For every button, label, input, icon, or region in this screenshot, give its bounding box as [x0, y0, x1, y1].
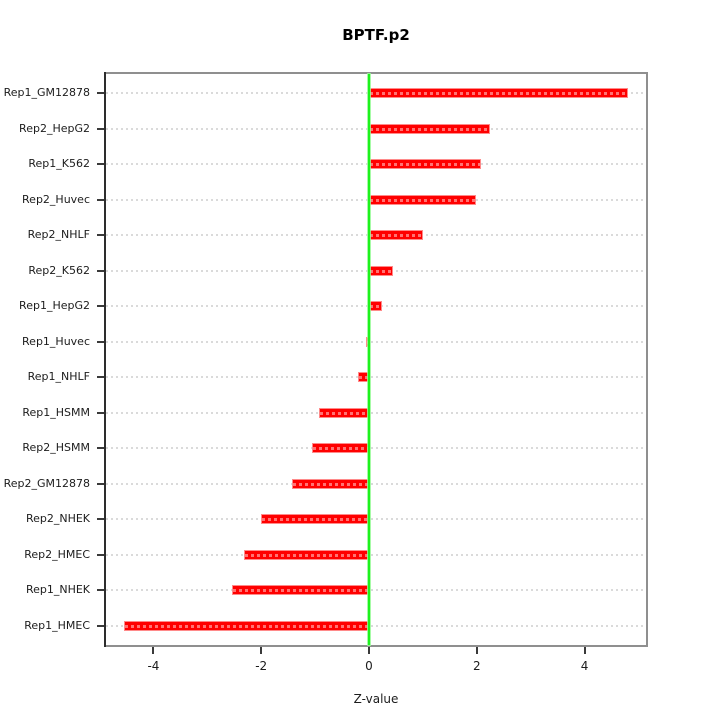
y-axis-tick — [97, 411, 104, 414]
y-axis-label-Rep2_NHEK: Rep2_NHEK — [25, 512, 90, 525]
y-axis-label-Rep1_Huvec: Rep1_Huvec — [22, 334, 90, 348]
bar-dash-pattern — [369, 305, 382, 308]
y-axis-tick — [97, 553, 104, 556]
gridline — [106, 589, 646, 591]
x-axis-tick — [475, 647, 478, 654]
bar-Rep1_HepG2 — [368, 301, 383, 311]
bar-Rep1_GM12878 — [368, 88, 628, 98]
y-axis-label-Rep1_HepG2: Rep1_HepG2 — [19, 299, 90, 312]
y-axis-tick — [97, 447, 104, 449]
y-axis-tick — [97, 234, 104, 236]
x-axis-tick-label-4: 4 — [580, 659, 589, 673]
bar-dash-pattern — [244, 553, 368, 557]
bar-Rep1_K562 — [368, 159, 481, 169]
bar-dash-pattern — [369, 234, 422, 237]
gridline — [106, 340, 646, 343]
x-axis-tick-label-2: 2 — [472, 659, 481, 673]
bar-Rep1_HMEC — [123, 620, 369, 631]
bar-dash-pattern — [369, 127, 490, 131]
bar-Rep2_Huvec — [368, 194, 476, 205]
chart-title: BPTF.p2 — [342, 26, 410, 44]
gridline — [106, 411, 646, 414]
bar-Rep2_HMEC — [243, 549, 369, 560]
x-axis-tick-label--4: -4 — [147, 659, 160, 673]
y-axis-tick — [97, 376, 104, 378]
y-axis-tick — [97, 624, 104, 627]
y-axis-tick — [97, 127, 104, 130]
y-axis-label-Rep1_NHEK: Rep1_NHEK — [25, 583, 90, 596]
x-axis-tick-label--2: -2 — [255, 659, 268, 673]
x-axis-tick — [583, 647, 586, 654]
gridline — [106, 447, 646, 449]
bar-dash-pattern — [233, 589, 368, 592]
y-axis-label-Rep1_GM12878: Rep1_GM12878 — [3, 86, 90, 99]
bar-Rep2_NHEK — [261, 514, 369, 524]
bar-dash-pattern — [369, 92, 627, 95]
y-axis-label-Rep2_HSMM: Rep2_HSMM — [22, 441, 90, 454]
bar-dash-pattern — [369, 163, 480, 166]
y-axis-label-Rep1_NHLF: Rep1_NHLF — [27, 370, 90, 383]
y-axis-tick — [97, 163, 104, 165]
x-axis-title: Z-value — [353, 692, 399, 706]
bar-dash-pattern — [369, 269, 393, 273]
y-axis-tick — [97, 518, 104, 520]
y-axis-tick — [97, 305, 104, 307]
bar-dash-pattern — [313, 447, 368, 450]
x-axis-tick-label-0: 0 — [365, 659, 373, 673]
y-axis-tick — [97, 340, 104, 343]
y-axis-tick — [97, 482, 104, 485]
bar-Rep2_K562 — [368, 265, 394, 276]
x-axis-tick — [152, 647, 155, 654]
bar-Rep2_HSMM — [312, 443, 369, 453]
y-axis-line — [104, 72, 106, 647]
y-axis-tick — [97, 269, 104, 272]
y-axis-label-Rep2_HepG2: Rep2_HepG2 — [19, 121, 90, 135]
gridline — [106, 518, 646, 520]
zero-reference-line — [367, 74, 370, 645]
bar-dash-pattern — [320, 411, 368, 415]
y-axis-label-Rep2_HMEC: Rep2_HMEC — [24, 547, 90, 561]
bar-dash-pattern — [367, 340, 368, 344]
bar-dash-pattern — [359, 376, 368, 379]
gridline — [106, 482, 646, 485]
gridline — [106, 624, 646, 627]
y-axis-label-Rep1_K562: Rep1_K562 — [28, 157, 90, 170]
y-axis-label-Rep1_HSMM: Rep1_HSMM — [22, 405, 90, 419]
y-axis-label-Rep2_K562: Rep2_K562 — [28, 263, 90, 277]
y-axis-label-Rep1_HMEC: Rep1_HMEC — [24, 618, 90, 632]
gridline — [106, 376, 646, 378]
bar-dash-pattern — [369, 198, 475, 202]
bar-Rep2_NHLF — [368, 230, 423, 240]
bar-dash-pattern — [293, 482, 368, 486]
bar-Rep1_HSMM — [319, 407, 369, 418]
y-axis-tick — [97, 589, 104, 591]
bar-dash-pattern — [262, 518, 368, 521]
y-axis-label-Rep2_GM12878: Rep2_GM12878 — [3, 476, 90, 490]
x-axis-tick — [367, 647, 370, 654]
y-axis-tick — [97, 198, 104, 201]
y-axis-tick — [97, 92, 104, 94]
bar-dash-pattern — [124, 624, 368, 628]
gridline — [106, 553, 646, 556]
y-axis-label-Rep2_Huvec: Rep2_Huvec — [22, 192, 90, 206]
x-axis-tick — [260, 647, 263, 654]
bar-Rep2_HepG2 — [368, 123, 491, 134]
y-axis-label-Rep2_NHLF: Rep2_NHLF — [27, 228, 90, 241]
bar-Rep1_NHEK — [232, 585, 369, 595]
bar-Rep2_GM12878 — [292, 478, 369, 489]
